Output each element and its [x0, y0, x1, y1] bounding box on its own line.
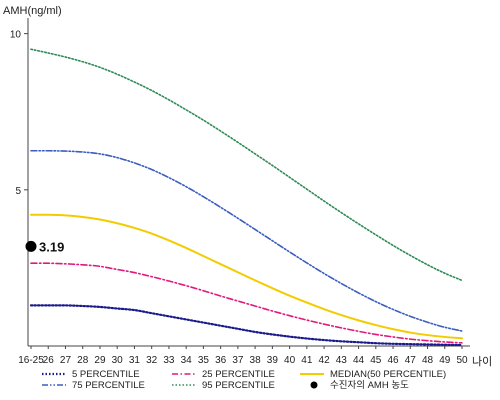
x-tick-label: 37: [232, 355, 244, 366]
series-lines: [29, 48, 464, 347]
x-tick-label: 47: [405, 355, 417, 366]
x-tick-label: 49: [439, 355, 451, 366]
x-tick-label: 36: [215, 355, 227, 366]
x-tick-label: 28: [77, 355, 89, 366]
x-axis-title: 나이: [472, 355, 492, 368]
x-tick-label: 31: [129, 355, 141, 366]
x-tick-label: 46: [387, 355, 399, 366]
patient-marker-label: 3.19: [39, 239, 64, 254]
legend-label: 수진자의 AMH 농도: [330, 380, 409, 391]
x-tick-label: 35: [198, 355, 210, 366]
x-tick-label: 45: [370, 355, 382, 366]
y-tick-label: 10: [10, 30, 22, 41]
x-tick-label: 16-25: [18, 355, 44, 366]
legend-label: 5 PERCENTILE: [72, 369, 140, 380]
legend-swatch: [310, 381, 318, 389]
series-line: [30, 48, 463, 282]
x-tick-label: 29: [94, 355, 106, 366]
series-line: [29, 304, 464, 347]
series-line: [30, 262, 463, 344]
x-tick-label: 38: [250, 355, 262, 366]
legend-label: 95 PERCENTILE: [202, 380, 275, 391]
x-tick-label: 40: [284, 355, 296, 366]
legend-label: 75 PERCENTILE: [72, 380, 145, 391]
x-tick-label: 50: [456, 355, 468, 366]
series-line: [30, 213, 463, 340]
y-tick-label: 5: [15, 186, 21, 197]
legend-label: 25 PERCENTILE: [202, 369, 275, 380]
x-tick-label: 43: [336, 355, 348, 366]
y-axis-title: AMH(ng/ml): [3, 5, 62, 17]
x-tick-label: 41: [301, 355, 313, 366]
x-tick-label: 42: [319, 355, 331, 366]
y-ticks: 5 10: [10, 30, 28, 197]
x-tick-label: 48: [422, 355, 434, 366]
x-tick-label: 34: [181, 355, 193, 366]
x-tick-label: 32: [146, 355, 158, 366]
patient-marker: 3.19: [25, 239, 64, 254]
x-tick-label: 27: [60, 355, 72, 366]
x-tick-label: 33: [163, 355, 175, 366]
x-tick-label: 30: [112, 355, 124, 366]
legend-label: MEDIAN(50 PERCENTILE): [330, 369, 446, 380]
patient-marker-dot: [25, 240, 37, 252]
x-tick-label: 44: [353, 355, 365, 366]
x-tick-label: 26: [43, 355, 55, 366]
series-line: [30, 149, 463, 332]
x-tick-label: 39: [267, 355, 279, 366]
